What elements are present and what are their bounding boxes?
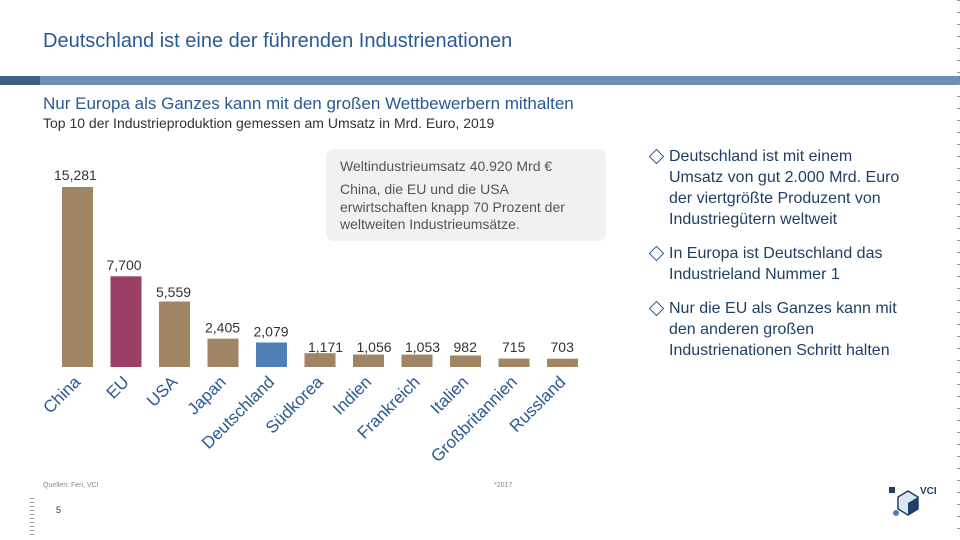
bullet-item: Nur die EU als Ganzes kann mit den ander… [648,298,948,361]
value-label: 1,056 [357,339,392,355]
callout-line: China, die EU und die USA [340,181,509,197]
value-label: 1,053 [405,339,440,355]
callout-line: Weltindustrieumsatz 40.920 Mrd € [340,158,553,174]
bar-usa [159,301,190,367]
value-label: 5,559 [156,284,191,300]
value-label: 715 [502,339,526,355]
bar-frankreich [401,354,433,367]
bar-südkorea [304,353,336,367]
bullet-line: den anderen großen [669,321,814,338]
bullet-item: Deutschland ist mit einem Umsatz von gut… [648,146,948,230]
bullet-line: In Europa ist Deutschland das [669,245,883,262]
logo-text: VCI [920,486,937,497]
bullet-line: Umsatz von gut 2.000 Mrd. Euro [669,169,900,186]
bullet-line: Industriegütern weltweit [669,211,838,228]
category-label: EU [103,372,133,402]
category-label: Großbritannien [427,372,521,466]
category-label: China [39,372,84,417]
bar-italien [450,355,481,367]
bullet-line: Industrieland Nummer 1 [669,266,840,283]
slide-subtitle: Nur Europa als Ganzes kann mit den große… [43,94,574,113]
callout-box: Weltindustrieumsatz 40.920 Mrd € China, … [326,149,606,241]
bar-japan [207,338,239,367]
value-label: 2,079 [254,324,289,340]
bullet-line: Industrienationen Schritt halten [669,342,890,359]
footnote: *2017 [494,482,513,489]
bullet-list: Deutschland ist mit einem Umsatz von gut… [648,146,948,374]
bar-china [62,187,93,367]
slide-title: Deutschland ist eine der führenden Indus… [43,30,513,52]
category-label: Indien [329,372,375,418]
margin-ticks-right [957,0,960,540]
header-rule [0,76,960,85]
bar-eu [110,276,142,367]
bullet-line: Nur die EU als Ganzes kann mit [669,300,897,317]
chart-caption: Top 10 der Industrieproduktion gemessen … [43,115,495,131]
source-note: Quellen: Feri, VCI [43,482,99,489]
value-label: 1,171 [308,339,343,355]
bar-deutschland [256,342,287,367]
bar-großbritannien [498,358,530,367]
category-label: USA [143,372,182,411]
vci-logo-icon [889,487,919,516]
value-label: 982 [454,339,478,355]
bullet-line: Deutschland ist mit einem [669,148,853,165]
bullet-line: der viertgrößte Produzent von [669,190,881,207]
diamond-bullet-icon [648,148,665,165]
bar-russland [547,358,578,367]
header-rule-accent [0,76,40,85]
category-label: Japan [184,372,230,418]
category-label: Italien [427,372,473,418]
margin-ticks [30,498,34,538]
diamond-bullet-icon [648,300,665,317]
bar-chart: 15,281 China 7,700 EU 5,559 USA 2,405 Japan 2,07… [39,167,578,466]
bar-indien [353,354,384,367]
page-number: 5 [56,505,62,515]
value-label: 15,281 [54,167,97,183]
diamond-bullet-icon [648,245,665,262]
value-label: 703 [551,339,575,355]
callout-line: erwirtschaften knapp 70 Prozent der [340,199,565,215]
bullet-item: In Europa ist Deutschland das Industriel… [648,243,948,285]
value-label: 2,405 [205,320,240,336]
callout-line: weltweiten Industrieumsätze. [340,216,520,232]
value-label: 7,700 [107,257,142,273]
